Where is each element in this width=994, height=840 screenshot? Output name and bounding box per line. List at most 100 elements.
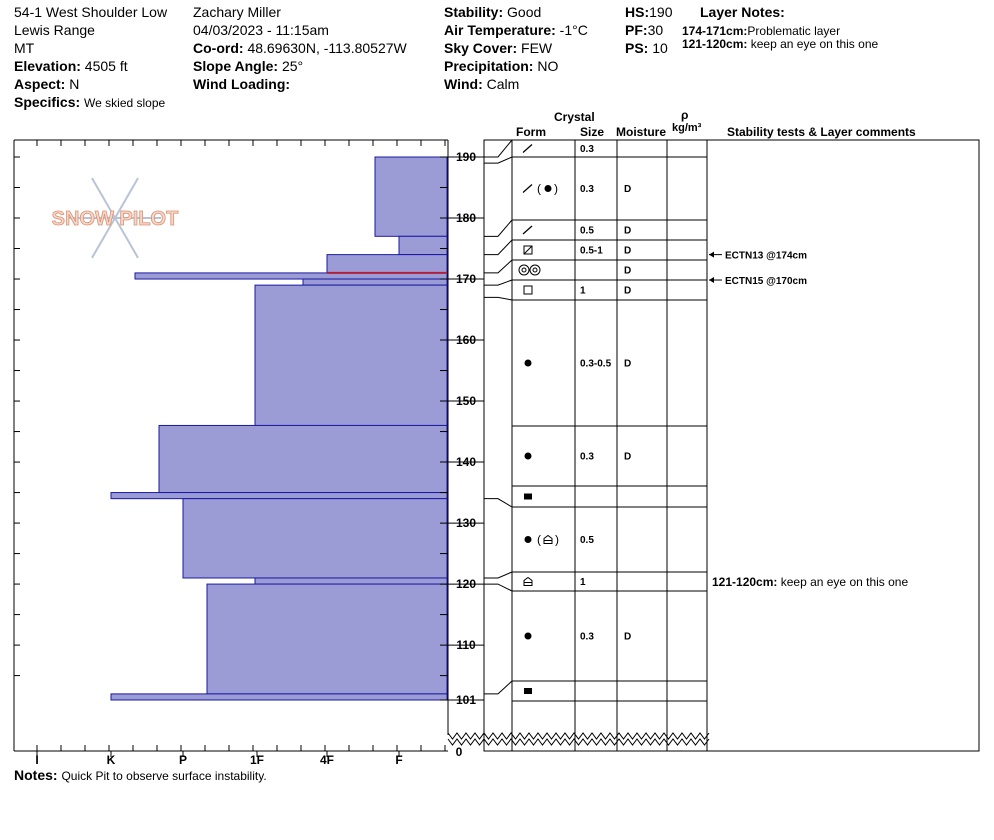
hardness-tick-label: P xyxy=(179,753,187,767)
rho-header: ρ xyxy=(681,108,689,122)
layer-connector xyxy=(484,239,513,256)
slope-label: Slope Angle: xyxy=(193,58,279,74)
axis-break-line xyxy=(447,732,710,740)
crystal-size-value: 0.5 xyxy=(580,226,594,237)
observer-name: Zachary Miller xyxy=(193,4,281,20)
crystal-size-value: 0.5 xyxy=(580,535,594,546)
paren-glyph: ) xyxy=(555,533,559,547)
layer-note-range: 121-120cm: xyxy=(682,37,748,51)
air-temp-label: Air Temperature: xyxy=(444,22,556,38)
precip-value: NO xyxy=(537,58,559,74)
aspect-field: Aspect: N xyxy=(14,76,79,92)
stability-test-arrowhead xyxy=(709,251,714,258)
layer-comment: 121-120cm: keep an eye on this one xyxy=(712,575,908,589)
form-header: Form xyxy=(516,125,546,139)
wind-loading-field: Wind Loading: xyxy=(193,76,290,92)
slope-field: Slope Angle: 25° xyxy=(193,58,303,74)
moisture-value: D xyxy=(624,632,631,643)
density-unit-header: kg/m³ xyxy=(672,122,702,134)
layer-connector xyxy=(484,498,513,508)
moisture-value: D xyxy=(624,452,631,463)
depth-tick-label: 130 xyxy=(456,516,476,530)
hardness-bar xyxy=(110,492,448,500)
hs-value: 190 xyxy=(649,4,673,20)
location-name: 54-1 West Shoulder Low xyxy=(14,4,168,20)
crystal-form-icon xyxy=(524,359,532,367)
moisture-value: D xyxy=(624,266,631,277)
layer-notes-label: Layer Notes: xyxy=(700,4,785,20)
crystal-size-value: 1 xyxy=(580,286,586,297)
layer-connector xyxy=(484,680,513,695)
specifics-field: Specifics: We skied slope xyxy=(14,94,165,110)
hardness-tick-label: I xyxy=(35,753,38,767)
ps-value: 10 xyxy=(652,40,668,56)
faceted-rounded-slash xyxy=(523,245,533,255)
crystal-header: Crystal xyxy=(554,110,595,124)
stability-test-arrowhead xyxy=(709,277,714,284)
moisture-value: D xyxy=(624,359,631,370)
pf-label: PF: xyxy=(625,22,648,38)
ice-layer-icon xyxy=(524,688,532,694)
layer-note-text: Problematic layer xyxy=(747,24,841,38)
wind-value: Calm xyxy=(486,76,520,92)
layer-note-range: 174-171cm: xyxy=(682,24,748,38)
layer-connector xyxy=(484,139,513,158)
precip-field: Precipitation: NO xyxy=(444,58,558,74)
crystal-form-icon xyxy=(523,245,533,255)
layer-connector xyxy=(484,583,513,592)
axis-break-line xyxy=(447,738,710,746)
coord-label: Co-ord: xyxy=(193,40,244,56)
crystal-form-icon xyxy=(523,576,533,586)
paren-glyph: ( xyxy=(537,182,541,196)
stability-label: Stability: xyxy=(444,4,504,20)
logo-text: SNOW PILOT xyxy=(52,208,179,230)
layer-connector xyxy=(484,156,513,164)
crystal-form-icon xyxy=(524,452,532,460)
melt-form-icon xyxy=(518,264,530,276)
elevation-label: Elevation: xyxy=(14,58,81,74)
crystal-size-value: 1 xyxy=(580,577,586,588)
crystal-form-icon xyxy=(523,285,533,295)
layer-comment-text: keep an eye on this one xyxy=(777,575,908,589)
hardness-tick-label: F xyxy=(395,753,402,767)
stability-field: Stability: Good xyxy=(444,4,541,20)
hardness-bar xyxy=(158,424,448,494)
ice-layer-icon xyxy=(524,493,532,500)
decomposing-icon xyxy=(522,144,533,153)
depth-tick-label: 160 xyxy=(456,333,476,347)
wind-field: Wind: Calm xyxy=(444,76,519,92)
snowflake-arm xyxy=(114,217,139,259)
crystal-form-icon xyxy=(522,144,533,153)
moisture-value: D xyxy=(624,286,631,297)
hardness-bar xyxy=(254,577,448,585)
hs-field: HS:190 xyxy=(625,4,672,20)
depth-tick-label: 170 xyxy=(456,272,476,286)
snowflake-arm xyxy=(114,177,139,219)
hardness-bar xyxy=(110,693,448,701)
layer-comment-range: 121-120cm: xyxy=(712,575,777,589)
rounded-icon xyxy=(524,632,532,640)
layer-note: 174-171cm:Problematic layer xyxy=(682,24,840,38)
depth-hoar-icon xyxy=(523,576,533,586)
slope-value: 25° xyxy=(281,58,304,74)
crystal-form-icon xyxy=(524,688,532,694)
hardness-bar xyxy=(326,254,448,274)
specifics-value: We skied slope xyxy=(84,96,166,110)
air-temp-field: Air Temperature: -1°C xyxy=(444,22,588,38)
crystal-size-value: 0.3 xyxy=(580,632,594,643)
crystal-size-value: 0.3-0.5 xyxy=(580,359,612,370)
wind-label: Wind: xyxy=(444,76,483,92)
hardness-bar xyxy=(134,272,448,280)
hardness-bar xyxy=(302,278,448,286)
depth-tick-label: 140 xyxy=(456,455,476,469)
melt-form-icon xyxy=(529,264,541,276)
crystal-form-icon xyxy=(518,264,541,276)
notes-label: Notes: xyxy=(14,767,58,783)
coord-field: Co-ord: 48.69630N, -113.80527W xyxy=(193,40,407,56)
rounded-icon xyxy=(524,452,532,460)
crystal-size-value: 0.3 xyxy=(580,144,594,155)
hardness-bar xyxy=(182,498,448,579)
notes-field: Notes: Quick Pit to observe surface inst… xyxy=(14,767,267,783)
crystal-form-icon xyxy=(522,225,533,235)
